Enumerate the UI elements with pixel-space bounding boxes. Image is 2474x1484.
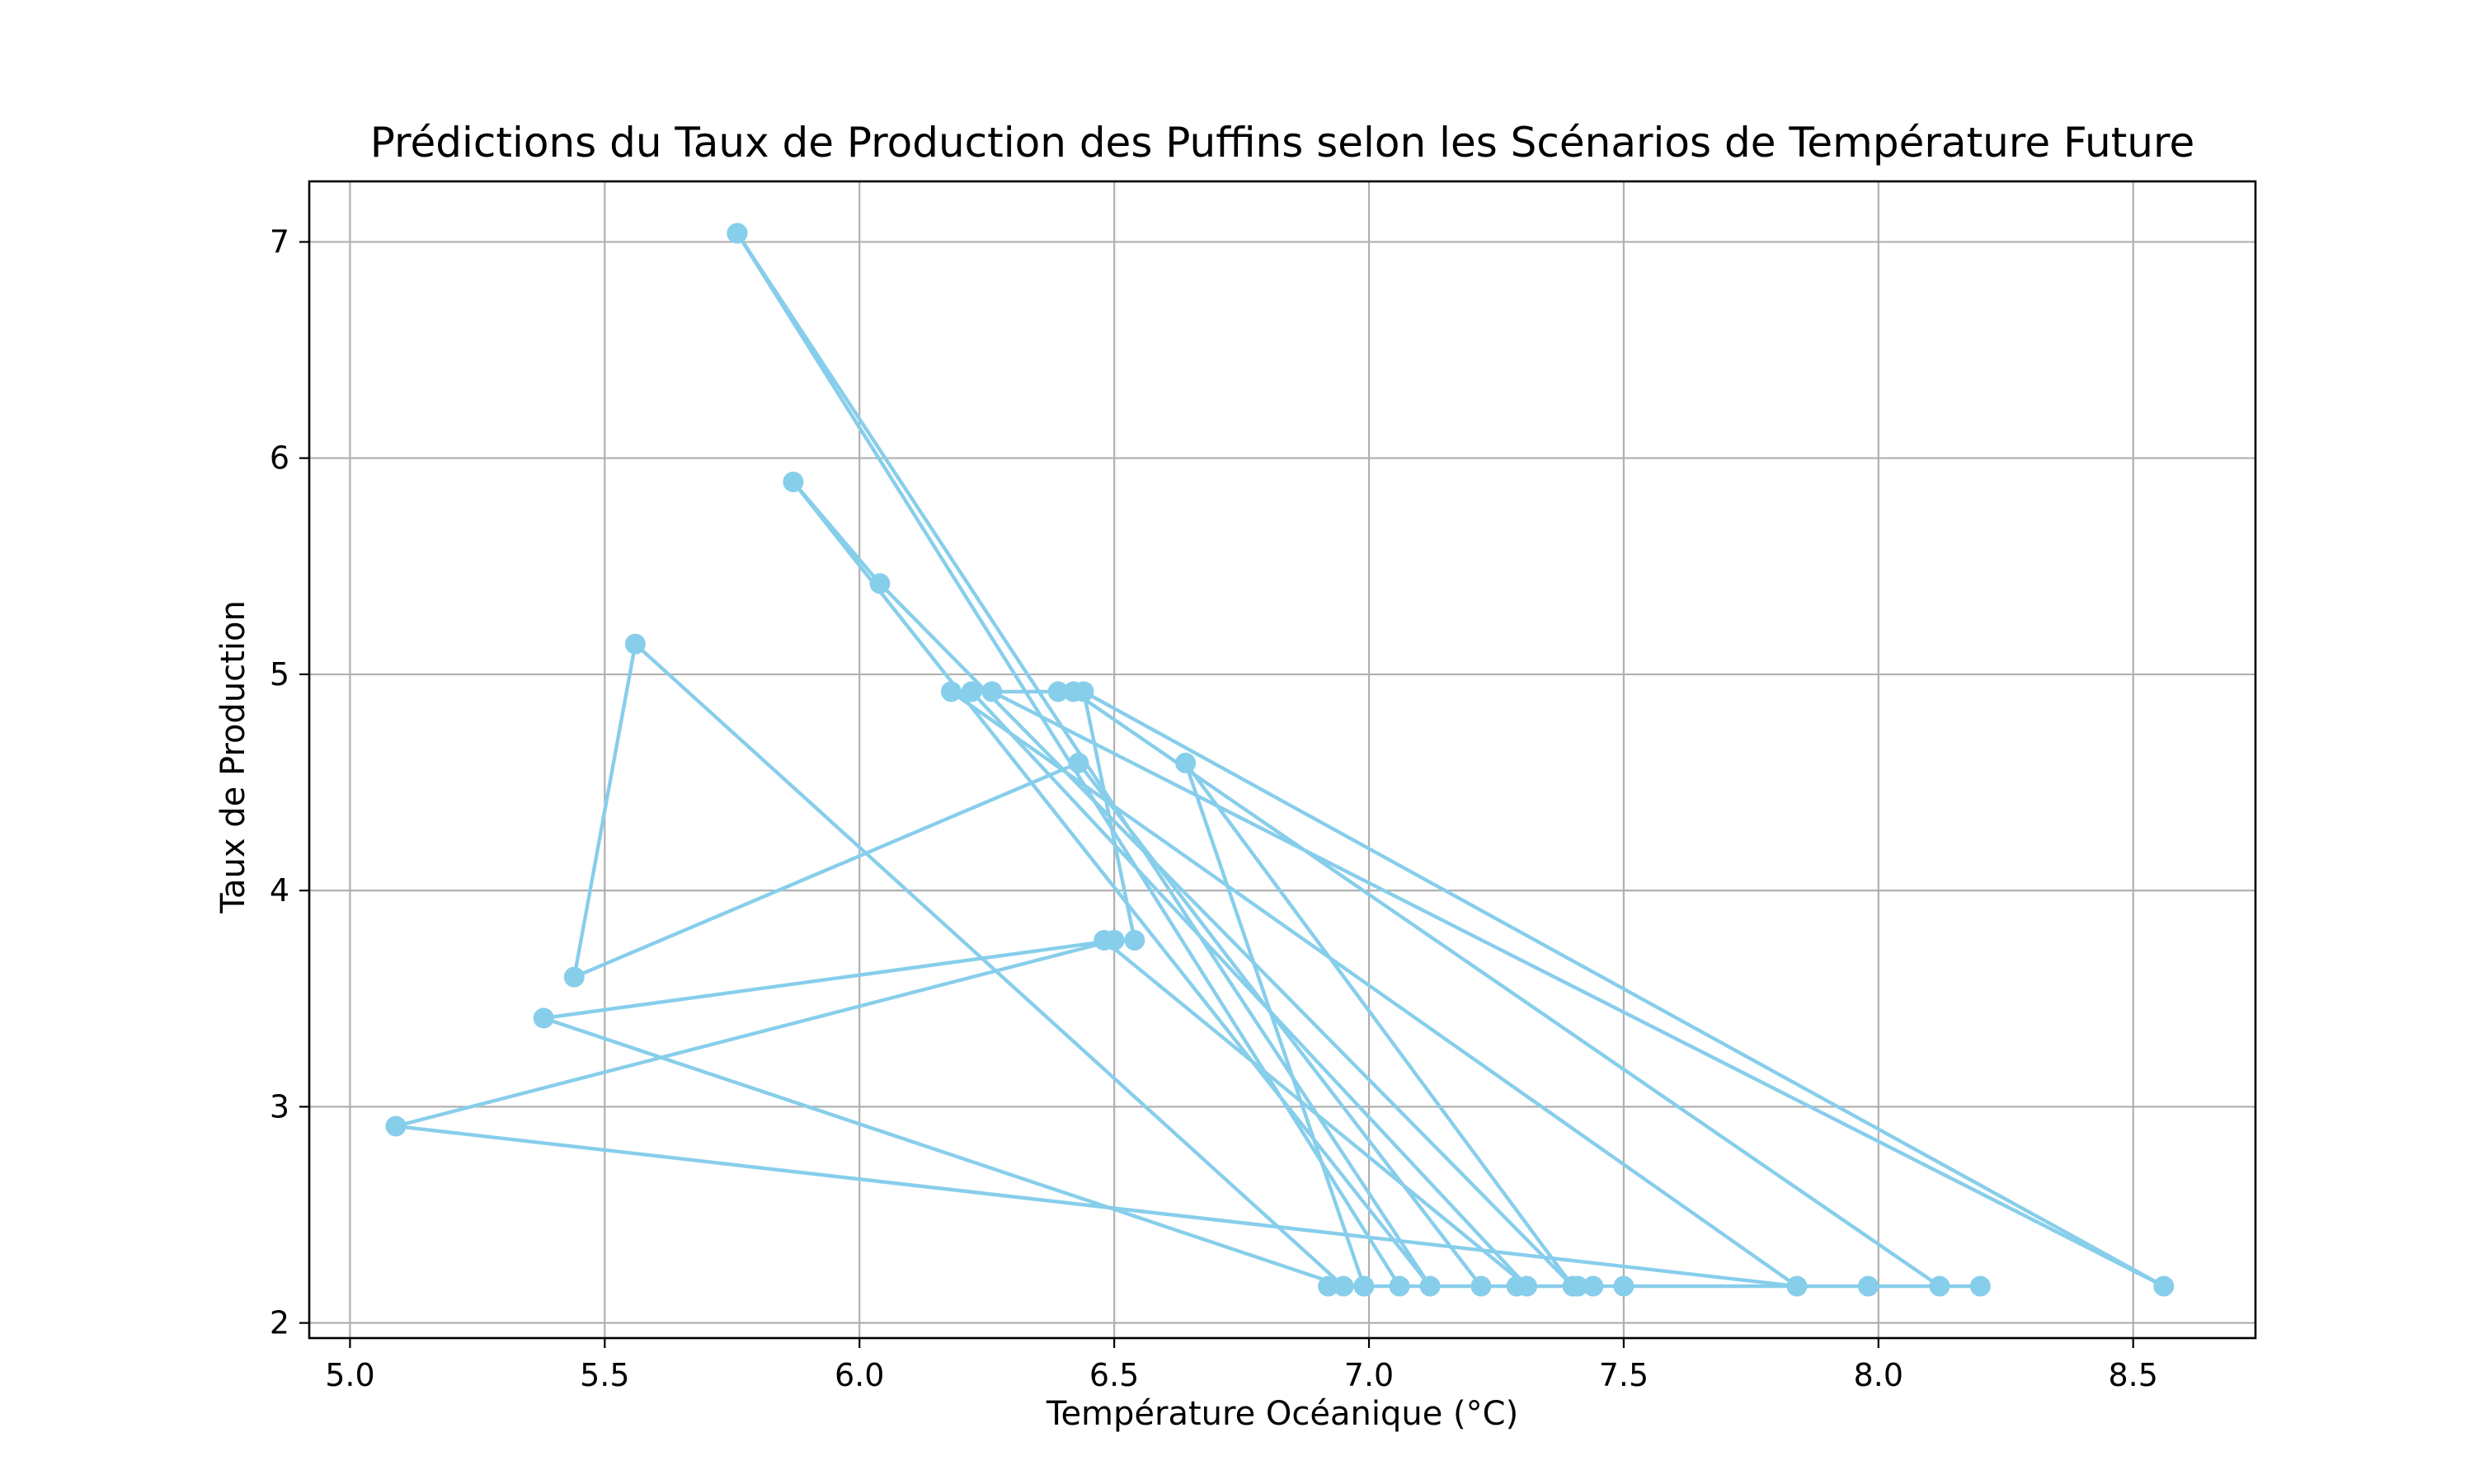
y-tick-label: 6 (270, 440, 289, 477)
y-axis-label: Taux de Production (214, 600, 252, 914)
data-point (1353, 1275, 1375, 1297)
data-point (1470, 1275, 1492, 1297)
data-point (1068, 752, 1089, 773)
plot-frame (308, 180, 2257, 1340)
x-tick-label: 6.0 (835, 1357, 884, 1393)
data-point (1047, 681, 1069, 702)
data-point (1103, 929, 1125, 951)
series-line (393, 231, 2166, 1289)
data-point (563, 966, 585, 988)
x-tick-label: 5.5 (580, 1357, 629, 1393)
data-point (385, 1115, 407, 1137)
data-point (1857, 1275, 1879, 1297)
data-point (869, 573, 891, 594)
data-point (1929, 1275, 1950, 1297)
data-point (1175, 752, 1197, 773)
data-point (1333, 1275, 1354, 1297)
data-point (1583, 1275, 1604, 1297)
y-tick-label: 3 (270, 1088, 289, 1125)
y-tick-label: 4 (270, 872, 289, 909)
data-point (1567, 1275, 1588, 1297)
data-point (2153, 1275, 2175, 1297)
x-tick-label: 8.5 (2109, 1357, 2158, 1393)
data-point (1389, 1275, 1410, 1297)
x-tick-label: 5.0 (325, 1357, 374, 1393)
axis-ticks: 5.0 5.5 6.0 6.5 7.0 7.5 8.0 8.5 2 3 4 5 6 7 (270, 223, 2158, 1393)
y-tick-label: 5 (270, 656, 289, 693)
data-point (1318, 1275, 1339, 1297)
data-point (1786, 1275, 1808, 1297)
data-point (533, 1007, 554, 1029)
data-point (783, 472, 804, 493)
data-point (961, 681, 982, 702)
grid-lines (309, 181, 2255, 1338)
data-point (624, 633, 646, 655)
x-tick-label: 8.0 (1854, 1357, 1903, 1393)
data-point (727, 223, 748, 244)
x-tick-label: 6.5 (1089, 1357, 1139, 1393)
data-point (1969, 1275, 1991, 1297)
x-axis-label: Température Océanique (°C) (1046, 1395, 1518, 1433)
y-tick-label: 2 (270, 1305, 289, 1341)
data-series (385, 223, 2175, 1297)
y-tick-label: 7 (270, 223, 289, 260)
data-point (940, 681, 962, 702)
chart-title: Prédictions du Taux de Production des Pu… (370, 119, 2194, 167)
x-tick-label: 7.0 (1344, 1357, 1394, 1393)
data-point (1613, 1275, 1634, 1297)
x-tick-label: 7.5 (1599, 1357, 1649, 1393)
data-point (1124, 929, 1145, 951)
data-point (981, 681, 1003, 702)
data-point (1506, 1275, 1527, 1297)
data-point (1073, 681, 1094, 702)
data-point (1419, 1275, 1441, 1297)
